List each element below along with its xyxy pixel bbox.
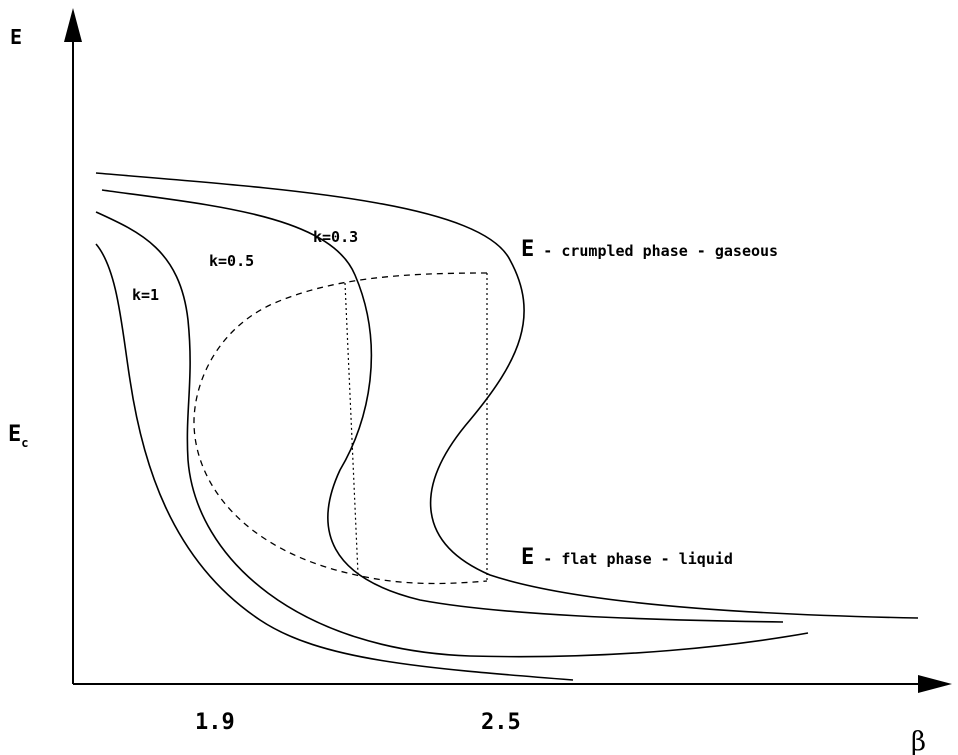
annotation-crumpled-symbol: E [521,237,534,262]
x-axis-label: β [911,727,926,755]
label-k-0-5: k=0.5 [209,252,254,270]
annotation-flat-text: - flat phase - liquid [534,550,733,568]
tie-line-k-0-3 [344,282,359,575]
coexistence-dashed-curve [193,272,488,585]
y-axis-label: E [10,25,22,49]
curve-k-0-2 [95,172,919,619]
curve-k-0-3 [101,189,784,623]
y-mark-ec: Ec [8,422,28,450]
y-mark-sub: c [21,436,28,450]
y-mark-main: E [8,422,21,447]
x-tick-2-5: 2.5 [481,710,521,735]
y-axis-arrowhead [64,8,82,42]
x-tick-1-9: 1.9 [195,710,235,735]
label-k-0-3: k=0.3 [313,228,358,246]
annotation-flat: E - flat phase - liquid [521,545,733,570]
annotation-crumpled-text: - crumpled phase - gaseous [534,242,778,260]
x-axis-arrowhead [918,675,952,693]
curve-k-1 [95,243,574,681]
annotation-flat-symbol: E [521,545,534,570]
annotation-crumpled: E - crumpled phase - gaseous [521,237,778,262]
label-k-1: k=1 [132,286,159,304]
curve-k-0-5 [95,211,809,658]
